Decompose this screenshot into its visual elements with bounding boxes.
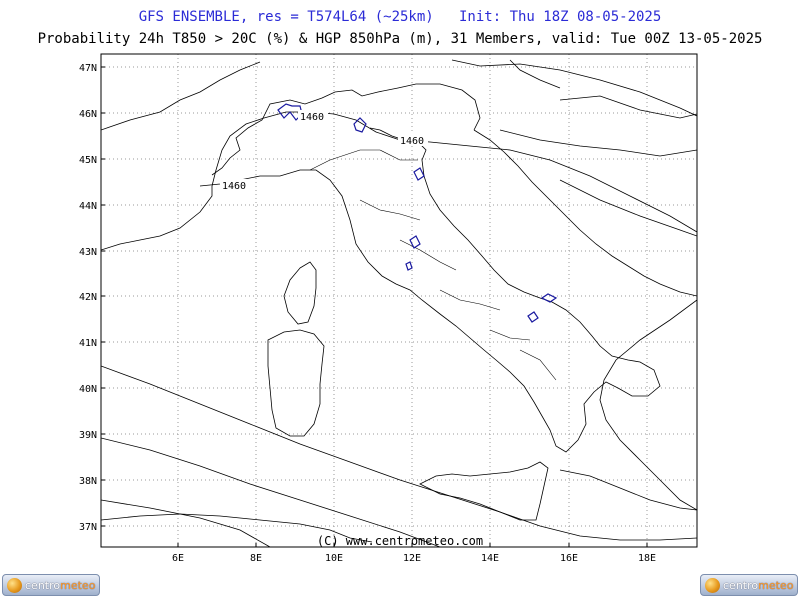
contour-southwest-2: [101, 437, 441, 547]
lat-label: 46N: [79, 109, 97, 120]
lon-label: 14E: [481, 553, 499, 564]
lon-label: 16E: [560, 553, 578, 564]
contour-labels: 1460 1460 1460: [220, 110, 428, 192]
contour-1460-north: [211, 111, 697, 233]
sardinia: [267, 329, 325, 437]
hgp-contours: [101, 59, 697, 547]
france-border: [101, 61, 261, 131]
contour-label: 1460: [400, 136, 424, 147]
france-coast: [101, 186, 213, 251]
lat-label: 38N: [79, 476, 97, 487]
title-line-1: GFS ENSEMBLE, res = T574L64 (~25km) Init…: [138, 9, 662, 25]
italian-regions: [309, 149, 557, 381]
logo-brand: centrometeo: [25, 578, 96, 592]
sicily: [419, 461, 549, 521]
tick-marks: [101, 66, 648, 547]
map-frame: [100, 53, 698, 548]
longitude-labels: 6E 8E 10E 12E 14E 16E 18E: [172, 553, 656, 564]
logo-left[interactable]: centrometeo: [2, 574, 100, 596]
lat-label: 42N: [79, 292, 97, 303]
lon-label: 8E: [250, 553, 262, 564]
contour-southeast: [559, 469, 697, 511]
balkan-coast: [473, 129, 697, 297]
contour-label: 1460: [222, 181, 246, 192]
lat-label: 39N: [79, 430, 97, 441]
contour-ring-northeast: [509, 59, 561, 89]
prob-south-2: [527, 311, 539, 323]
contour-east: [599, 299, 697, 511]
lat-label: 43N: [79, 247, 97, 258]
lon-label: 12E: [403, 553, 421, 564]
lon-label: 10E: [325, 553, 343, 564]
corsica: [283, 261, 317, 325]
lat-label: 47N: [79, 63, 97, 74]
grid-lines: [101, 54, 697, 547]
prob-central-2: [409, 235, 421, 249]
prob-central-1: [413, 167, 425, 181]
alpine-border: [211, 83, 481, 176]
contour-southwest-3: [101, 499, 271, 547]
contour-ring-north: [451, 59, 697, 117]
globe-icon: [7, 577, 22, 593]
italy-west-coast: [199, 169, 661, 453]
lat-label: 44N: [79, 201, 97, 212]
lat-label: 37N: [79, 522, 97, 533]
balkan-border-2: [559, 95, 697, 119]
lat-label: 40N: [79, 384, 97, 395]
lon-label: 6E: [172, 553, 184, 564]
prob-south-1: [540, 293, 558, 303]
logo-right[interactable]: centrometeo: [700, 574, 798, 596]
balkan-border-1: [499, 129, 697, 157]
lat-label: 45N: [79, 155, 97, 166]
title-line-2: Probability 24h T850 > 20C (%) & HGP 850…: [37, 31, 763, 47]
prob-central-3: [405, 261, 413, 271]
africa-coast: [101, 513, 373, 543]
latitude-labels: 47N 46N 45N 44N 43N 42N 41N 40N 39N 38N …: [79, 63, 97, 533]
contour-southwest-1: [101, 365, 697, 541]
balkan-border-3: [559, 179, 697, 237]
logo-brand: centrometeo: [723, 578, 794, 592]
lat-label: 41N: [79, 338, 97, 349]
prob-lombardy: [353, 117, 367, 133]
globe-icon: [705, 577, 720, 593]
copyright-text: (C) www.centrometeo.com: [317, 534, 483, 548]
contour-label: 1460: [300, 112, 324, 123]
lon-label: 18E: [638, 553, 656, 564]
